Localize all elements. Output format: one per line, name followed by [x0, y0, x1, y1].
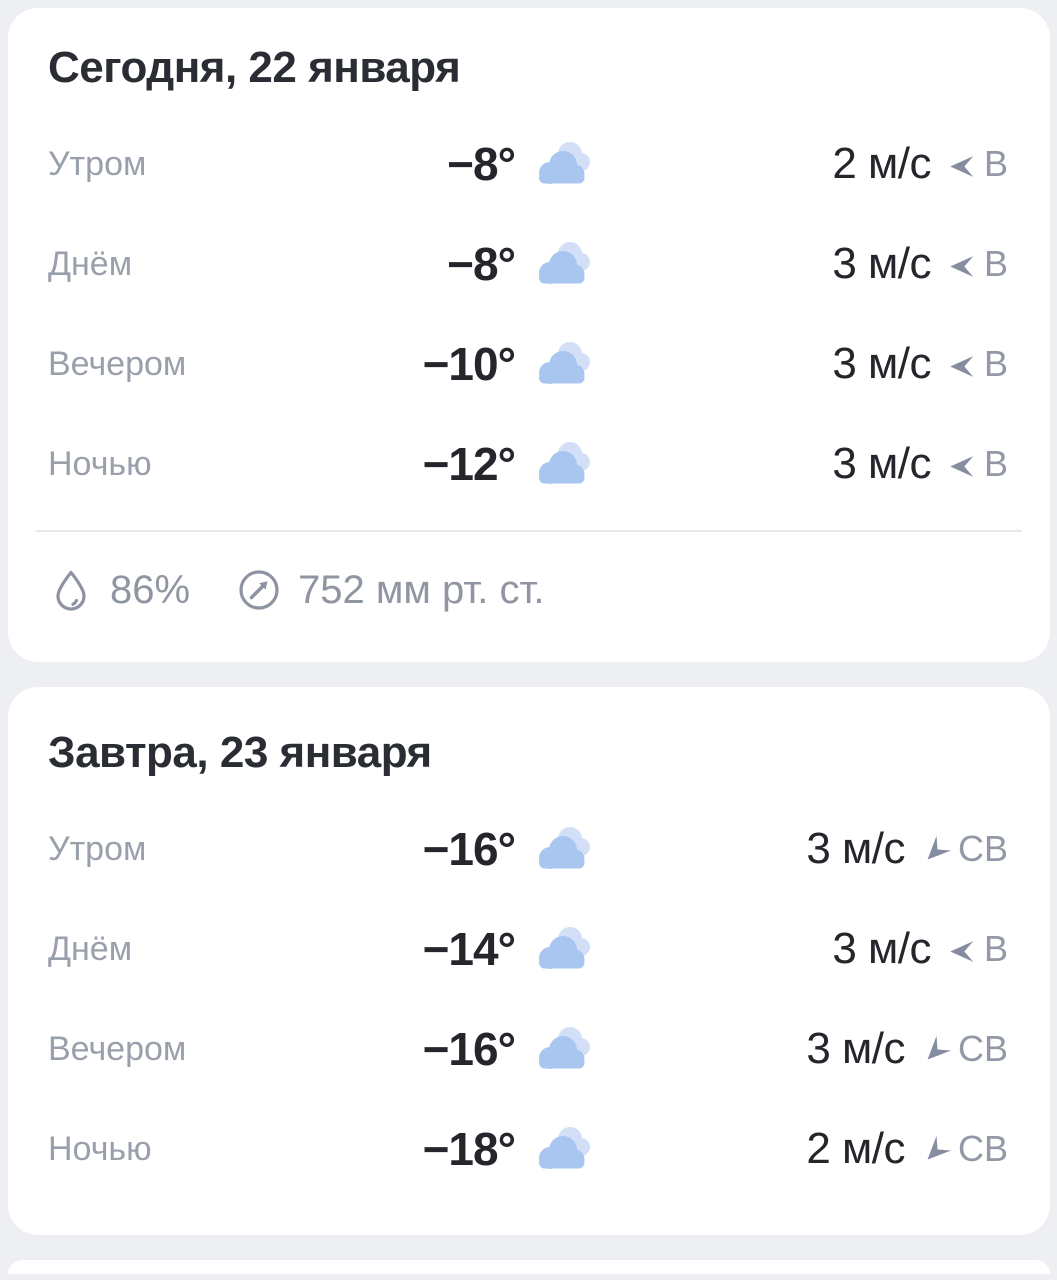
wind-speed: 3 м/с: [832, 439, 931, 488]
wind-speed: 3 м/с: [806, 1024, 905, 1073]
wind-info: 3 м/с В: [832, 239, 1008, 289]
temperature-value: −16°: [422, 823, 516, 875]
wind-speed: 3 м/с: [832, 339, 931, 388]
wind-direction-arrow-icon: [922, 1138, 949, 1165]
forecast-rows-tomorrow: Утром −16° 3 м/с СВ Днём −14° 3 м/с: [48, 799, 1008, 1199]
temperature-value: −16°: [422, 1023, 516, 1075]
forecast-rows-today: Утром −8° 2 м/с В Днём −8° 3 м/с В: [48, 114, 1008, 514]
wind-direction-arrow-icon: [922, 1038, 949, 1065]
temperature-value: −14°: [422, 923, 516, 975]
forecast-row-evening: Вечером −10° 3 м/с В: [48, 314, 1008, 414]
wind-info: 2 м/с В: [832, 139, 1008, 189]
temperature-value: −10°: [422, 338, 516, 390]
humidity-drop-icon: [48, 567, 94, 613]
wind-direction-label: В: [983, 928, 1008, 969]
wind-info: 2 м/с СВ: [806, 1124, 1008, 1174]
wind-direction-label: В: [983, 243, 1008, 284]
time-label: Утром: [48, 829, 147, 868]
weather-card-today[interactable]: Сегодня, 22 января Утром −8° 2 м/с В Днё…: [8, 8, 1050, 662]
card-divider: [36, 530, 1022, 532]
wind-direction-label: В: [983, 343, 1008, 384]
wind-direction-label: В: [983, 443, 1008, 484]
pressure-group: 752 мм рт. ст.: [236, 567, 545, 613]
forecast-row-morning: Утром −16° 3 м/с СВ: [48, 799, 1008, 899]
humidity-group: 86%: [48, 567, 190, 613]
temperature-value: −12°: [422, 438, 516, 490]
wind-direction-arrow-icon: [948, 253, 975, 280]
wind-direction-label: СВ: [957, 828, 1008, 869]
cloudy-icon: [529, 917, 593, 981]
wind-info: 3 м/с В: [832, 439, 1008, 489]
wind-info: 3 м/с СВ: [806, 1024, 1008, 1074]
card-title-today: Сегодня, 22 января: [48, 43, 461, 92]
wind-direction-label: СВ: [957, 1028, 1008, 1069]
weather-card-tomorrow[interactable]: Завтра, 23 января Утром −16° 3 м/с СВ Дн…: [8, 687, 1050, 1235]
wind-direction-arrow-icon: [948, 353, 975, 380]
time-label: Вечером: [48, 344, 187, 383]
time-label: Днём: [48, 929, 133, 968]
temperature-value: −8°: [447, 238, 516, 290]
wind-info: 3 м/с В: [832, 924, 1008, 974]
next-card-peek: [8, 1260, 1050, 1274]
forecast-row-day: Днём −8° 3 м/с В: [48, 214, 1008, 314]
wind-info: 3 м/с СВ: [806, 824, 1008, 874]
forecast-row-evening: Вечером −16° 3 м/с СВ: [48, 999, 1008, 1099]
wind-direction-label: В: [983, 143, 1008, 184]
wind-direction-arrow-icon: [948, 938, 975, 965]
pressure-gauge-icon: [236, 567, 282, 613]
wind-speed: 2 м/с: [806, 1124, 905, 1173]
wind-direction-arrow-icon: [948, 153, 975, 180]
temperature-value: −8°: [447, 138, 516, 190]
wind-speed: 3 м/с: [806, 824, 905, 873]
cloudy-icon: [529, 132, 593, 196]
cloudy-icon: [529, 817, 593, 881]
wind-speed: 3 м/с: [832, 924, 931, 973]
wind-speed: 3 м/с: [832, 239, 931, 288]
forecast-row-night: Ночью −12° 3 м/с В: [48, 414, 1008, 514]
wind-direction-arrow-icon: [948, 453, 975, 480]
time-label: Днём: [48, 244, 133, 283]
forecast-row-morning: Утром −8° 2 м/с В: [48, 114, 1008, 214]
forecast-row-night: Ночью −18° 2 м/с СВ: [48, 1099, 1008, 1199]
card-title-tomorrow: Завтра, 23 января: [48, 728, 432, 777]
wind-info: 3 м/с В: [832, 339, 1008, 389]
time-label: Ночью: [48, 1129, 152, 1168]
cloudy-icon: [529, 1117, 593, 1181]
cloudy-icon: [529, 432, 593, 496]
wind-direction-label: СВ: [957, 1128, 1008, 1169]
cloudy-icon: [529, 232, 593, 296]
wind-direction-arrow-icon: [922, 838, 949, 865]
humidity-value: 86%: [110, 567, 191, 612]
cloudy-icon: [529, 1017, 593, 1081]
pressure-value: 752 мм рт. ст.: [298, 567, 545, 612]
time-label: Ночью: [48, 444, 152, 483]
details-row: 86% 752 мм рт. ст.: [48, 558, 1008, 622]
forecast-row-day: Днём −14° 3 м/с В: [48, 899, 1008, 999]
cloudy-icon: [529, 332, 593, 396]
time-label: Вечером: [48, 1029, 187, 1068]
temperature-value: −18°: [422, 1123, 516, 1175]
wind-speed: 2 м/с: [832, 139, 931, 188]
time-label: Утром: [48, 144, 147, 183]
